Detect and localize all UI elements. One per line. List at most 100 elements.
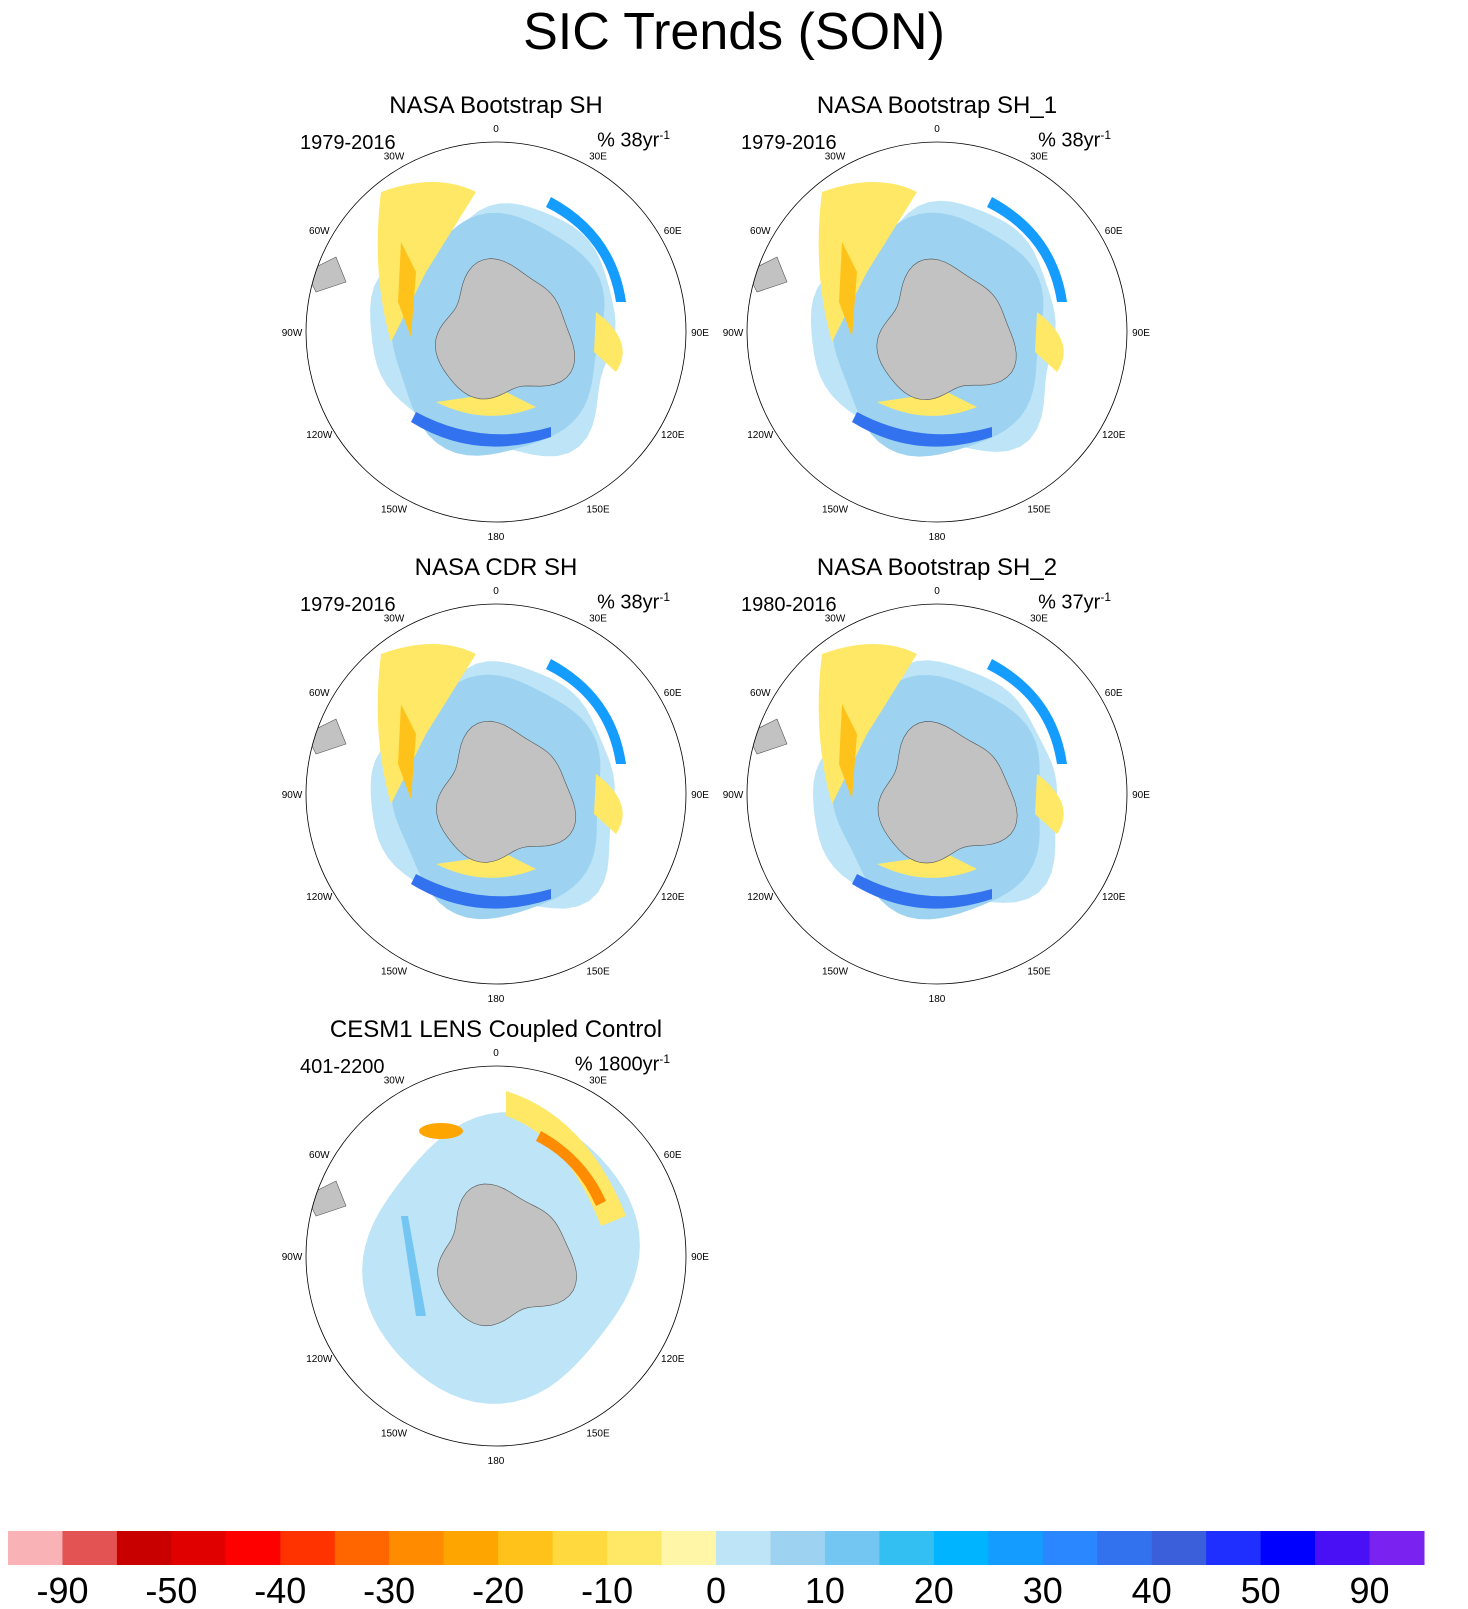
colorbar-swatch <box>225 1531 281 1565</box>
longitude-label: 30E <box>1030 151 1048 162</box>
south-america-landmass <box>747 718 788 755</box>
longitude-label: 90W <box>723 328 744 339</box>
colorbar-swatch <box>116 1531 172 1565</box>
longitude-label: 120E <box>661 430 685 441</box>
longitude-label: 60E <box>664 226 682 237</box>
longitude-label: 60W <box>750 226 771 237</box>
map-boundary <box>746 141 1128 523</box>
colorbar-swatch <box>1097 1531 1153 1565</box>
longitude-label: 60E <box>1105 688 1123 699</box>
colorbar-swatch <box>1369 1531 1425 1565</box>
figure-title: SIC Trends (SON) <box>523 3 945 61</box>
panel-period: 401-2200 <box>300 1056 385 1078</box>
strong-positive-trend-band <box>852 874 992 909</box>
colorbar-tick-label: 90 <box>1349 1570 1389 1609</box>
panel-period: 1979-2016 <box>300 132 396 154</box>
map-panel: NASA Bootstrap SH_2 1980-2016 % 37yr-1 0 30E… <box>717 554 1157 1024</box>
negative-trend-core <box>419 1123 463 1139</box>
antarctica-landmass <box>437 1183 577 1327</box>
longitude-label: 150E <box>586 505 610 516</box>
longitude-label: 30W <box>825 613 846 624</box>
colorbar-swatch <box>8 1531 63 1565</box>
longitude-label: 180 <box>929 532 946 543</box>
colorbar-swatch <box>334 1531 390 1565</box>
panel-title: NASA Bootstrap SH_2 <box>816 554 1058 581</box>
longitude-label: 120E <box>1102 430 1126 441</box>
longitude-label: 30E <box>1030 613 1048 624</box>
longitude-label: 0 <box>934 586 940 597</box>
longitude-label: 150W <box>381 505 408 516</box>
colorbar-tick-label: -40 <box>254 1570 306 1609</box>
map-boundary <box>746 603 1128 985</box>
longitude-label: 0 <box>493 1048 499 1059</box>
longitude-label: 30W <box>384 151 405 162</box>
strong-positive-trend-band <box>411 874 551 909</box>
map-boundary <box>305 1065 687 1447</box>
positive-trend-band <box>401 1216 426 1316</box>
colorbar-tick-label: -50 <box>145 1570 197 1609</box>
panel-units: % 38yr-1 <box>597 590 670 614</box>
negative-trend-core <box>839 242 857 337</box>
longitude-label: 30W <box>384 1075 405 1086</box>
colorbar-swatch <box>443 1531 499 1565</box>
negative-trend-zone <box>436 854 536 878</box>
colorbar-swatch <box>716 1531 771 1565</box>
positive-trend-band <box>987 659 1067 764</box>
panel-units: % 38yr-1 <box>597 128 670 152</box>
colorbar-swatch <box>280 1531 336 1565</box>
polar-map: 0 30E 60E 90E 120E 150E 180 150W 120W 90W 60W 30W <box>723 586 1151 1005</box>
colorbar-swatch <box>498 1531 554 1565</box>
longitude-label: 90E <box>691 1252 709 1263</box>
map-boundary <box>305 603 687 985</box>
panel-title: NASA Bootstrap SH <box>389 92 603 119</box>
colorbar-swatch <box>607 1531 663 1565</box>
strong-positive-trend-band <box>411 412 551 447</box>
longitude-label: 30E <box>589 151 607 162</box>
panel-units: % 1800yr-1 <box>574 1052 670 1076</box>
panel-period: 1979-2016 <box>300 594 396 616</box>
longitude-label: 90E <box>691 328 709 339</box>
longitude-label: 150W <box>822 505 849 516</box>
positive-trend-band <box>546 197 626 302</box>
map-panel: NASA Bootstrap SH_1 1979-2016 % 38yr-1 0 30E… <box>717 92 1157 562</box>
longitude-label: 120E <box>661 1354 685 1365</box>
longitude-label: 60W <box>309 226 330 237</box>
colorbar-swatch <box>1206 1531 1262 1565</box>
colorbar-swatch <box>988 1531 1044 1565</box>
positive-trend-band <box>546 659 626 764</box>
negative-trend-zone <box>594 312 623 372</box>
negative-trend-zone <box>436 392 536 416</box>
colorbar-tick-label: -20 <box>472 1570 524 1609</box>
map-panel: NASA CDR SH 1979-2016 % 38yr-1 0 30E 60E 90E 12… <box>276 554 716 1024</box>
longitude-label: 120W <box>747 892 774 903</box>
colorbar-tick-label: -10 <box>581 1570 633 1609</box>
negative-trend-core <box>536 1131 606 1206</box>
colorbar-tick-label: 40 <box>1132 1570 1172 1609</box>
panel-period: 1979-2016 <box>741 132 837 154</box>
colorbar-tick-label: 50 <box>1241 1570 1281 1609</box>
longitude-label: 90W <box>723 790 744 801</box>
antarctica-landmass <box>876 258 1017 401</box>
colorbar-swatch <box>661 1531 717 1565</box>
panel-units: % 38yr-1 <box>1038 128 1111 152</box>
longitude-label: 90E <box>1132 328 1150 339</box>
colorbar-swatch <box>1151 1531 1207 1565</box>
negative-trend-core <box>398 704 416 799</box>
negative-trend-zone <box>877 854 977 878</box>
longitude-label: 180 <box>929 994 946 1005</box>
map-boundary <box>305 141 687 523</box>
longitude-label: 0 <box>934 124 940 135</box>
longitude-label: 120W <box>306 430 333 441</box>
colorbar-tick-label: -30 <box>363 1570 415 1609</box>
longitude-label: 180 <box>488 532 505 543</box>
colorbar-swatch <box>770 1531 826 1565</box>
colorbar-swatch <box>1260 1531 1316 1565</box>
negative-trend-core <box>398 242 416 337</box>
longitude-label: 120W <box>306 1354 333 1365</box>
strong-positive-trend-band <box>852 412 992 447</box>
polar-map: 0 30E 60E 90E 120E 150E 180 150W 120W 90W 60W 30W <box>723 124 1151 543</box>
longitude-label: 120E <box>1102 892 1126 903</box>
longitude-label: 90W <box>282 328 303 339</box>
longitude-label: 150W <box>381 967 408 978</box>
colorbar-swatch <box>171 1531 227 1565</box>
